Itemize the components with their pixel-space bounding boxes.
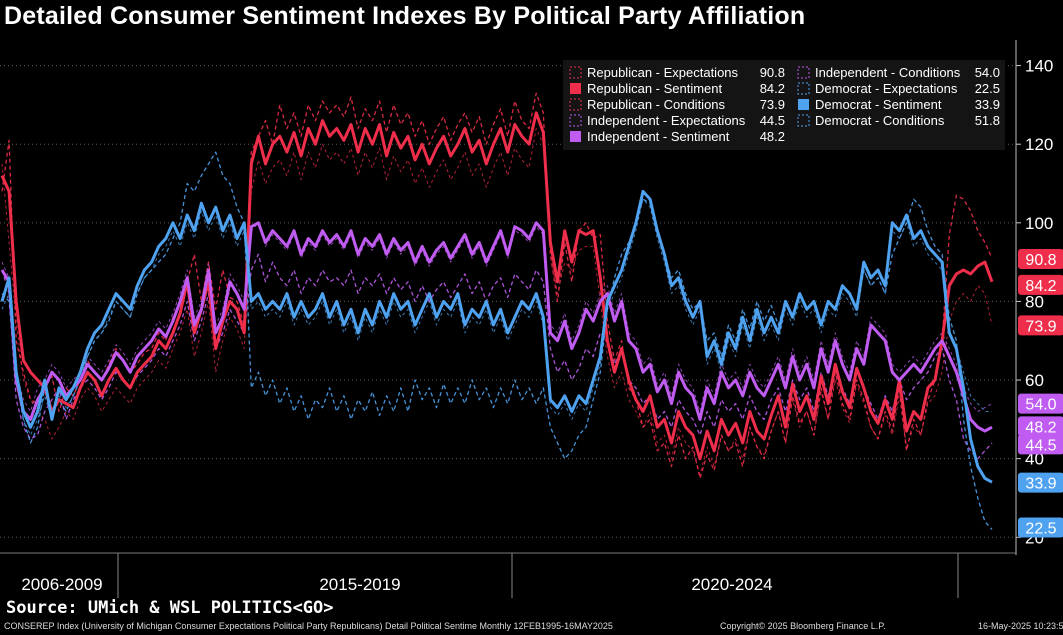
- legend-swatch: [797, 66, 810, 79]
- end-value-label: 22.5: [1025, 520, 1056, 537]
- series-line-independent-conditions: [1, 222, 993, 412]
- end-value-label: 33.9: [1025, 476, 1056, 493]
- legend-entry-label: Republican - Expectations: [587, 65, 739, 80]
- y-tick-label: 140: [1025, 57, 1053, 76]
- series-line-independent-sentiment: [0, 221, 993, 433]
- end-value-label: 90.8: [1025, 252, 1056, 269]
- end-value-label: 48.2: [1025, 419, 1056, 436]
- x-period-label: 2006-2009: [21, 575, 102, 594]
- footer-timestamp: 16-May-2025 10:23:50: [978, 621, 1063, 631]
- end-value-label: 84.2: [1025, 278, 1056, 295]
- end-value-tag: [1018, 274, 1063, 295]
- end-value-label: 54.0: [1025, 397, 1056, 414]
- source-note: Source: UMich & WSL POLITICS<GO>: [6, 598, 334, 618]
- legend-entry-label: Independent - Conditions: [815, 65, 961, 80]
- legend-entry-value: 48.2: [760, 129, 785, 144]
- series-line-republican-sentiment: [0, 111, 994, 461]
- legend-swatch: [797, 82, 810, 95]
- y-tick-label: 100: [1025, 214, 1053, 233]
- legend-swatch: [569, 66, 582, 79]
- legend-entry-label: Democrat - Expectations: [815, 81, 958, 96]
- end-value-tag: [1018, 248, 1063, 269]
- legend-swatch: [570, 131, 581, 142]
- legend-swatch: [569, 114, 582, 127]
- legend-entry-value: 90.8: [760, 65, 785, 80]
- legend-entry-value: 54.0: [975, 65, 1000, 80]
- chart-title: Detailed Consumer Sentiment Indexes By P…: [4, 2, 806, 30]
- legend-entry-label: Democrat - Sentiment: [815, 97, 942, 112]
- end-value-tag: [1018, 416, 1063, 437]
- legend-swatch: [570, 83, 581, 94]
- legend: Republican - Expectations 90.8 Republican …: [563, 60, 1005, 150]
- legend-entry-value: 73.9: [760, 97, 785, 112]
- end-value-tag: [1018, 434, 1063, 455]
- legend-entry-label: Republican - Conditions: [587, 97, 726, 112]
- legend-entry-value: 84.2: [760, 81, 785, 96]
- legend-entry-value: 22.5: [975, 81, 1000, 96]
- series-line-independent-expectations: [1, 253, 993, 460]
- legend-background: [563, 60, 1005, 150]
- y-tick-label: 60: [1025, 371, 1044, 390]
- end-value-label: 73.9: [1025, 318, 1056, 335]
- series-group: [0, 92, 994, 530]
- legend-entry-label: Independent - Sentiment: [587, 129, 730, 144]
- end-value-tag: [1018, 315, 1063, 336]
- end-value-tag: [1018, 517, 1063, 538]
- legend-swatch: [569, 98, 582, 111]
- legend-entry-value: 44.5: [760, 113, 785, 128]
- end-value-label: 44.5: [1025, 437, 1056, 454]
- legend-entry-label: Independent - Expectations: [587, 113, 746, 128]
- y-tick-label: 80: [1025, 292, 1044, 311]
- footer-copyright: Copyright© 2025 Bloomberg Finance L.P.: [720, 621, 886, 631]
- series-line-democrat-sentiment: [0, 189, 993, 484]
- y-tick-label: 120: [1025, 135, 1053, 154]
- footer-description: CONSEREP Index (University of Michigan C…: [4, 621, 613, 631]
- series-line-democrat-conditions: [1, 198, 992, 436]
- legend-swatch: [797, 114, 810, 127]
- end-value-tag: [1018, 393, 1063, 414]
- x-period-label: 2015-2019: [319, 575, 400, 594]
- legend-entry-label: Democrat - Conditions: [815, 113, 945, 128]
- legend-swatch: [798, 99, 809, 110]
- x-period-label: 2020-2024: [691, 575, 772, 594]
- legend-entry-value: 51.8: [975, 113, 1000, 128]
- legend-entry-value: 33.9: [975, 97, 1000, 112]
- end-value-tag: [1018, 472, 1063, 493]
- legend-entry-label: Republican - Sentiment: [587, 81, 723, 96]
